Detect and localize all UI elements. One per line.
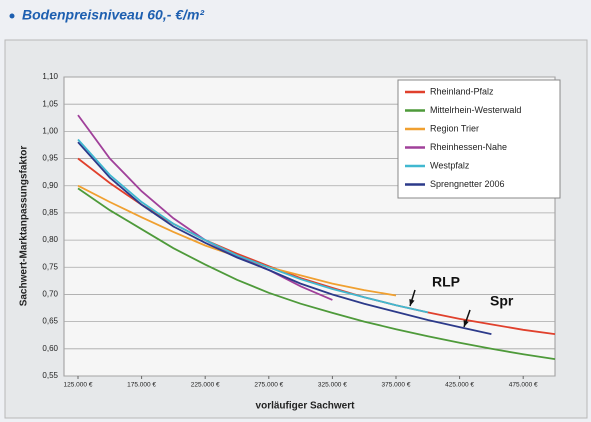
line-series [77,187,556,360]
x-tick-label: 475.000 € [509,382,538,389]
y-tick-label: 1,05 [42,99,58,108]
annotation: RLP [432,274,460,290]
arrow-head [463,320,469,327]
y-axis-label: Sachwert-Marktanpassungsfaktor [19,146,30,307]
y-tick-label: 0,95 [42,154,58,163]
x-tick-label: 225.000 € [191,382,220,389]
y-tick-label: 1,10 [42,72,58,81]
y-tick-label: 0,55 [42,371,58,380]
y-tick-label: 0,75 [42,262,58,271]
y-tick-label: 0,90 [42,181,58,190]
legend-box [397,79,561,199]
x-tick-label: 325.000 € [318,382,347,389]
legend-label: Westpfalz [430,160,470,170]
x-tick-label: 375.000 € [382,382,411,389]
line-series [77,157,556,335]
y-tick-label: 0,70 [42,290,58,299]
legend-label: Mittelrhein-Westerwald [430,105,521,115]
legend-label: Rheinland-Pfalz [430,86,494,96]
y-tick-label: 0,65 [42,317,58,326]
x-tick-label: 175.000 € [127,382,156,389]
line-series [77,138,428,314]
line-series [77,141,492,335]
x-axis-label: vorläufiger Sachwert [256,401,356,412]
y-tick-label: 0,85 [42,208,58,217]
y-tick-label: 1,00 [42,126,58,135]
chart-title: Bodenpreisniveau 60,- €/m² [22,7,204,23]
arrow-head [409,299,415,306]
x-tick-label: 125.000 € [64,382,93,389]
legend-label: Region Trier [430,123,479,133]
x-tick-label: 275.000 € [254,382,283,389]
legend-label: Sprengnetter 2006 [430,179,505,189]
annotation: Spr [490,293,514,309]
bullet [9,13,15,19]
x-tick-label: 425.000 € [445,382,474,389]
y-tick-label: 0,60 [42,344,58,353]
legend-label: Rheinhessen-Nahe [430,142,507,152]
y-tick-label: 0,80 [42,235,58,244]
